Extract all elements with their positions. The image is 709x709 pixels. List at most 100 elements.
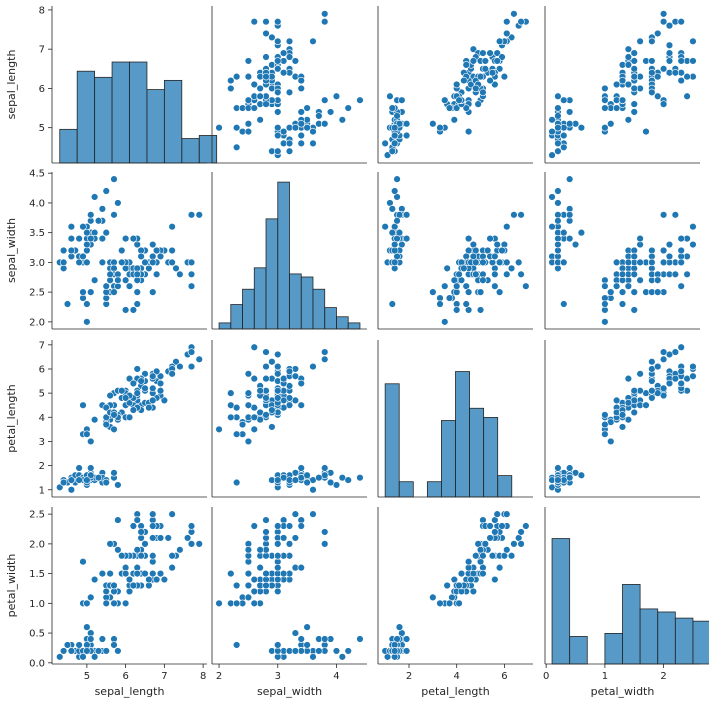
x-tick-label: 2 (406, 671, 412, 682)
scatter-point (503, 258, 511, 267)
scatter-point (321, 355, 329, 364)
scatter-point (274, 522, 282, 530)
scatter-point (160, 575, 169, 584)
scatter-point (297, 401, 305, 409)
scatter-point (338, 116, 347, 124)
scatter-point (274, 18, 282, 26)
scatter-point (689, 37, 697, 46)
scatter-point (517, 540, 525, 548)
scatter-point (114, 199, 122, 207)
scatter-point (114, 647, 122, 655)
y-tick-label: 2.0 (29, 317, 45, 328)
panel-sepal_length-vs-petal_width (544, 6, 700, 164)
scatter-point (87, 288, 95, 296)
scatter-point (612, 80, 621, 89)
scatter-point (648, 88, 656, 97)
scatter-point (227, 389, 235, 397)
scatter-point (498, 522, 506, 530)
y-tick-label: 4.5 (29, 169, 45, 180)
scatter-point (429, 288, 437, 296)
scatter-point (129, 306, 138, 314)
scatter-point (402, 131, 411, 140)
scatter-point (133, 569, 141, 578)
scatter-point (79, 653, 87, 661)
pairplot-panels: 5 6 7 8 sepal_length 2.0 2.5 3.0 3.5 4.0 4.5 sepal_… (5, 5, 709, 698)
scatter-point (59, 246, 68, 255)
scatter-point (238, 420, 247, 429)
scatter-point (195, 211, 203, 219)
scatter-point (83, 318, 91, 326)
scatter-point (232, 403, 241, 412)
scatter-point (168, 563, 176, 572)
scatter-point (450, 116, 459, 124)
scatter-point (648, 57, 656, 65)
y-tick-label: 8 (39, 5, 45, 16)
scatter-point (297, 76, 305, 85)
panel-sepal_length-vs-petal_length (377, 6, 533, 164)
scatter-point (491, 252, 499, 261)
scatter-point (110, 599, 118, 608)
scatter-point (187, 348, 196, 356)
scatter-point (152, 367, 161, 376)
scatter-point (149, 396, 157, 405)
scatter-point (390, 187, 399, 195)
scatter-point (517, 270, 525, 278)
scatter-point (495, 258, 504, 267)
scatter-point (356, 473, 364, 482)
scatter-point (601, 411, 609, 419)
scatter-point (250, 104, 258, 112)
scatter-point (110, 641, 118, 649)
scatter-point (87, 471, 95, 479)
scatter-point (677, 246, 685, 255)
x-tick-label: 1 (602, 671, 608, 682)
scatter-point (677, 367, 685, 376)
scatter-point (274, 370, 282, 378)
scatter-point (665, 379, 674, 388)
histogram-bar (76, 70, 96, 164)
histogram-bar (198, 135, 218, 164)
scatter-point (654, 72, 662, 81)
scatter-point (554, 476, 562, 484)
scatter-point (464, 234, 473, 243)
scatter-point (297, 522, 305, 530)
x-tick-label: 2 (216, 671, 222, 682)
scatter-point (156, 569, 165, 578)
scatter-point (500, 72, 509, 81)
panel-petal_length-vs-petal_length (377, 340, 533, 498)
scatter-point (548, 116, 556, 124)
scatter-point (274, 65, 282, 73)
scatter-point (149, 240, 157, 249)
scatter-point (172, 358, 180, 366)
scatter-point (677, 234, 685, 243)
y-tick-label: 3.5 (29, 228, 45, 239)
scatter-point (577, 228, 586, 237)
scatter-point (395, 120, 404, 128)
scatter-point (618, 411, 627, 419)
scatter-point (654, 362, 662, 371)
histogram-bar (324, 307, 337, 330)
scatter-point (244, 96, 253, 104)
scatter-point (517, 211, 525, 219)
scatter-point (636, 370, 644, 378)
scatter-point (441, 96, 449, 104)
scatter-point (114, 481, 122, 489)
scatter-point (659, 348, 668, 356)
scatter-point (244, 401, 253, 409)
scatter-point (495, 65, 504, 73)
scatter-point (274, 641, 282, 649)
scatter-point (476, 288, 485, 296)
scatter-point (671, 374, 680, 383)
scatter-point (388, 104, 397, 112)
scatter-point (624, 80, 633, 89)
scatter-point (469, 45, 478, 53)
scatter-point (79, 558, 87, 566)
scatter-point (381, 139, 389, 148)
scatter-point (141, 370, 149, 378)
scatter-point (665, 21, 674, 30)
scatter-point (503, 29, 511, 38)
scatter-point (250, 374, 258, 383)
x-tick-label: 5 (84, 671, 90, 682)
scatter-point (67, 486, 76, 494)
scatter-point (133, 516, 141, 524)
x-axis-label-sepal_length: sepal_length (95, 685, 165, 698)
